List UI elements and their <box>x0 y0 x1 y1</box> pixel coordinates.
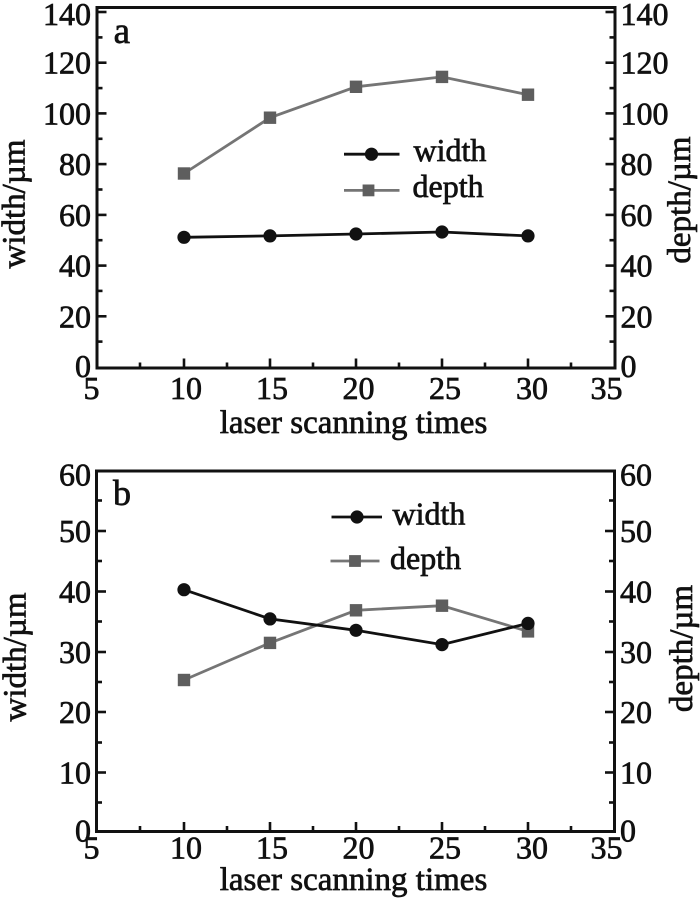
svg-text:10: 10 <box>170 830 202 866</box>
svg-text:20: 20 <box>343 370 375 406</box>
svg-text:20: 20 <box>59 298 91 334</box>
svg-text:10: 10 <box>170 370 202 406</box>
svg-text:80: 80 <box>621 146 653 182</box>
svg-text:140: 140 <box>43 0 91 32</box>
svg-text:a: a <box>114 11 130 52</box>
svg-text:80: 80 <box>59 146 91 182</box>
svg-text:100: 100 <box>43 95 91 131</box>
svg-text:60: 60 <box>621 197 653 233</box>
svg-text:depth: depth <box>413 168 484 204</box>
svg-text:20: 20 <box>620 694 652 730</box>
svg-text:35: 35 <box>591 830 623 866</box>
svg-text:laser scanning times: laser scanning times <box>220 862 488 898</box>
svg-text:30: 30 <box>516 370 548 406</box>
svg-text:20: 20 <box>621 298 653 334</box>
svg-text:width/µm: width/µm <box>0 592 34 721</box>
svg-text:20: 20 <box>59 694 91 730</box>
svg-text:40: 40 <box>620 574 652 610</box>
svg-text:5: 5 <box>84 370 100 406</box>
svg-text:10: 10 <box>59 755 91 791</box>
svg-text:40: 40 <box>59 248 91 284</box>
svg-text:120: 120 <box>621 45 669 81</box>
svg-text:60: 60 <box>620 457 652 493</box>
svg-text:laser scanning times: laser scanning times <box>220 405 488 441</box>
svg-text:0: 0 <box>75 813 91 849</box>
svg-text:30: 30 <box>59 634 91 670</box>
svg-text:60: 60 <box>59 457 91 493</box>
svg-text:10: 10 <box>620 755 652 791</box>
svg-text:b: b <box>113 473 131 513</box>
svg-text:120: 120 <box>43 45 91 81</box>
svg-text:30: 30 <box>620 634 652 670</box>
svg-text:60: 60 <box>59 197 91 233</box>
svg-text:140: 140 <box>621 0 669 32</box>
svg-text:30: 30 <box>516 830 548 866</box>
svg-text:0: 0 <box>621 348 637 384</box>
svg-text:0: 0 <box>75 348 91 384</box>
svg-text:depth/µm: depth/µm <box>662 136 698 263</box>
svg-text:40: 40 <box>59 574 91 610</box>
svg-text:25: 25 <box>429 830 461 866</box>
svg-text:35: 35 <box>591 370 623 406</box>
svg-text:width: width <box>393 496 466 532</box>
svg-text:depth: depth <box>390 540 461 576</box>
svg-text:50: 50 <box>620 513 652 549</box>
svg-text:20: 20 <box>343 830 375 866</box>
svg-text:0: 0 <box>620 813 636 849</box>
svg-text:width/µm: width/µm <box>0 139 33 268</box>
svg-text:50: 50 <box>59 513 91 549</box>
svg-text:25: 25 <box>429 370 461 406</box>
svg-text:40: 40 <box>621 248 653 284</box>
svg-text:100: 100 <box>621 95 669 131</box>
svg-text:width: width <box>414 132 487 168</box>
svg-text:15: 15 <box>256 370 288 406</box>
svg-text:5: 5 <box>84 830 100 866</box>
svg-text:15: 15 <box>256 830 288 866</box>
svg-text:depth/µm: depth/µm <box>664 585 700 712</box>
